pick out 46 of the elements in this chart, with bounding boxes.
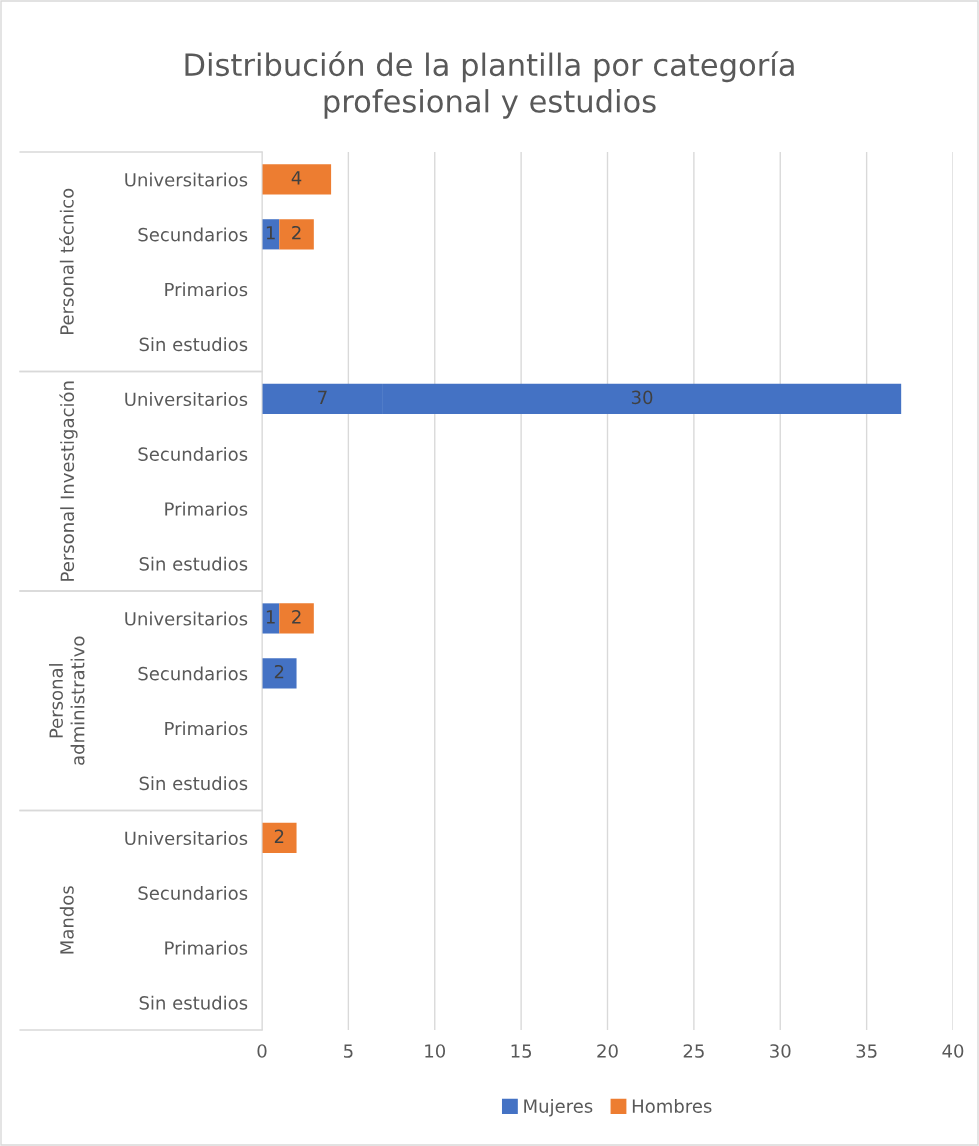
legend-label: Hombres: [632, 1098, 712, 1113]
data-label: 1: [266, 226, 275, 240]
data-label: 2: [274, 664, 284, 679]
text: Personal Investigación: [59, 381, 78, 581]
y-tick-label: Universitarios: [125, 172, 248, 187]
y-tick-label: Sin estudios: [139, 337, 248, 352]
x-tick-label: 20: [597, 1044, 618, 1058]
text: Mandos: [59, 886, 74, 954]
data-label: 4: [291, 171, 302, 185]
y-tick-label: Universitarios: [125, 611, 248, 626]
data-label: 1: [266, 610, 275, 624]
data-label: 2: [292, 225, 301, 240]
bar: [279, 219, 314, 250]
bar: [262, 164, 332, 195]
x-tick-label: 10: [425, 1044, 446, 1058]
text: Personal técnico: [59, 188, 74, 334]
x-tick-label: 5: [344, 1044, 353, 1058]
y-tick-label: Primarios: [165, 721, 248, 736]
x-tick-label: 25: [683, 1044, 704, 1058]
text: Personal administrativo: [48, 636, 85, 765]
x-tick-label: 30: [770, 1044, 791, 1058]
bar: [262, 822, 297, 854]
chart-title: Distribución de la plantilla por categoría profesional y estudios: [185, 51, 794, 119]
bar: [279, 603, 314, 634]
y-tick-label: Sin estudios: [139, 995, 248, 1010]
y-tick-label: Secundarios: [138, 666, 248, 681]
y-tick-label: Sin estudios: [139, 776, 248, 791]
legend-label: Mujeres: [524, 1098, 593, 1117]
y-tick-label: Secundarios: [138, 446, 248, 461]
y-tick-label: Primarios: [165, 501, 248, 516]
data-label: 30: [631, 390, 653, 405]
y-tick-label: Secundarios: [138, 227, 248, 242]
y-tick-label: Primarios: [165, 940, 248, 955]
x-tick-label: 15: [511, 1044, 532, 1058]
y-tick-label: Sin estudios: [139, 556, 248, 571]
x-tick-label: 35: [856, 1044, 877, 1058]
y-tick-label: Universitarios: [125, 831, 248, 846]
data-label: 2: [292, 610, 301, 624]
y-tick-label: Secundarios: [138, 885, 248, 900]
x-tick-label: 0: [257, 1044, 267, 1058]
bar: [262, 658, 297, 689]
data-label: 2: [274, 829, 284, 843]
x-tick-label: 40: [942, 1044, 964, 1058]
y-tick-label: Primarios: [165, 282, 248, 297]
y-tick-label: Universitarios: [125, 392, 248, 407]
data-label: 7: [318, 390, 327, 404]
